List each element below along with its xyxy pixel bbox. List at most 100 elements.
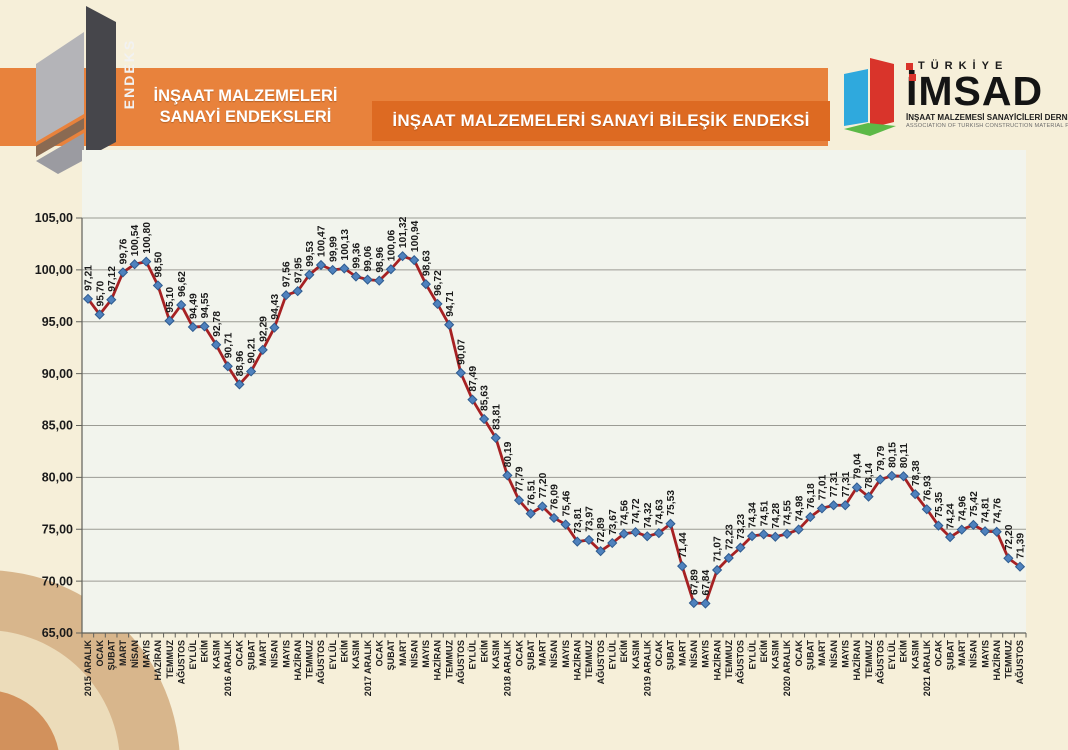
svg-text:TEMMUZ: TEMMUZ xyxy=(165,640,175,679)
svg-text:AĞUSTOS: AĞUSTOS xyxy=(315,640,326,684)
svg-text:100,47: 100,47 xyxy=(317,225,328,257)
svg-text:96,72: 96,72 xyxy=(433,270,444,296)
svg-text:94,49: 94,49 xyxy=(188,293,199,319)
svg-text:EYLÜL: EYLÜL xyxy=(607,640,617,670)
svg-text:77,01: 77,01 xyxy=(818,474,829,500)
svg-text:EYLÜL: EYLÜL xyxy=(188,640,198,670)
svg-text:90,21: 90,21 xyxy=(247,337,258,363)
imsad-country-line: TÜRKİYE xyxy=(906,60,1066,72)
svg-text:97,95: 97,95 xyxy=(293,257,304,283)
svg-text:72,89: 72,89 xyxy=(596,517,607,543)
svg-text:78,38: 78,38 xyxy=(911,460,922,486)
svg-text:OCAK: OCAK xyxy=(934,640,944,667)
band-title-line1: İNŞAAT MALZEMELERİ xyxy=(153,86,338,105)
imsad-org-line2: ASSOCIATION OF TURKISH CONSTRUCTION MATE… xyxy=(906,122,1068,129)
svg-text:OCAK: OCAK xyxy=(514,640,524,667)
svg-text:NİSAN: NİSAN xyxy=(270,640,280,668)
svg-text:HAZİRAN: HAZİRAN xyxy=(153,640,163,681)
svg-text:88,96: 88,96 xyxy=(235,350,246,376)
svg-text:KASIM: KASIM xyxy=(631,640,641,669)
svg-text:74,56: 74,56 xyxy=(620,500,631,526)
band-title-line2: SANAYİ ENDEKSLERİ xyxy=(159,108,332,126)
svg-text:HAZİRAN: HAZİRAN xyxy=(433,640,443,681)
svg-text:EYLÜL: EYLÜL xyxy=(887,640,897,670)
svg-text:2020 ARALIK: 2020 ARALIK xyxy=(782,640,792,697)
imsad-text-block: TÜRKİYE İMSAD İNŞAAT MALZEMESİ SANAYİCİL… xyxy=(906,60,1068,154)
endeks-logo-icon xyxy=(36,6,116,174)
svg-text:MART: MART xyxy=(538,640,548,666)
svg-text:79,79: 79,79 xyxy=(876,446,887,472)
svg-text:77,20: 77,20 xyxy=(538,472,549,498)
corner-decoration-icon xyxy=(0,570,180,750)
svg-text:100,00: 100,00 xyxy=(35,263,73,277)
svg-text:76,18: 76,18 xyxy=(806,483,817,509)
svg-text:65,00: 65,00 xyxy=(42,626,73,640)
svg-text:KASIM: KASIM xyxy=(491,640,501,669)
svg-text:76,51: 76,51 xyxy=(526,480,537,506)
svg-text:92,29: 92,29 xyxy=(258,316,269,342)
svg-text:HAZİRAN: HAZİRAN xyxy=(852,640,862,681)
svg-text:74,72: 74,72 xyxy=(631,498,642,524)
svg-text:2018 ARALIK: 2018 ARALIK xyxy=(503,640,513,697)
svg-text:KASIM: KASIM xyxy=(771,640,781,669)
svg-text:100,13: 100,13 xyxy=(340,229,351,261)
svg-text:HAZİRAN: HAZİRAN xyxy=(712,640,722,681)
svg-text:EKİM: EKİM xyxy=(479,640,489,663)
svg-text:2016 ARALIK: 2016 ARALIK xyxy=(223,640,233,697)
svg-text:74,24: 74,24 xyxy=(946,503,957,529)
svg-text:67,89: 67,89 xyxy=(689,569,700,595)
svg-text:KASIM: KASIM xyxy=(351,640,361,669)
svg-text:ŞUBAT: ŞUBAT xyxy=(806,640,816,671)
svg-text:85,63: 85,63 xyxy=(480,385,491,411)
svg-text:KASIM: KASIM xyxy=(910,640,920,669)
svg-text:97,21: 97,21 xyxy=(84,265,95,291)
svg-text:TEMMUZ: TEMMUZ xyxy=(724,640,734,679)
svg-text:MART: MART xyxy=(677,640,687,666)
svg-text:75,53: 75,53 xyxy=(666,490,677,516)
svg-text:96,62: 96,62 xyxy=(177,271,188,297)
svg-text:ŞUBAT: ŞUBAT xyxy=(666,640,676,671)
svg-text:67,84: 67,84 xyxy=(701,569,712,595)
svg-text:98,50: 98,50 xyxy=(154,251,165,277)
svg-text:77,79: 77,79 xyxy=(515,466,526,492)
svg-text:AĞUSTOS: AĞUSTOS xyxy=(874,640,885,684)
svg-text:ŞUBAT: ŞUBAT xyxy=(526,640,536,671)
svg-text:MART: MART xyxy=(258,640,268,666)
imsad-country-text: TÜRKİYE xyxy=(918,60,1009,72)
svg-text:74,28: 74,28 xyxy=(771,503,782,529)
svg-text:MART: MART xyxy=(957,640,967,666)
endeks-logo: ENDEKS xyxy=(28,2,137,180)
svg-text:AĞUSTOS: AĞUSTOS xyxy=(1014,640,1025,684)
svg-text:80,15: 80,15 xyxy=(887,442,898,468)
svg-text:NİSAN: NİSAN xyxy=(829,640,839,668)
imsad-org-line1: İNŞAAT MALZEMESİ SANAYİCİLERİ DERNEĞİ xyxy=(906,112,1068,122)
svg-text:74,32: 74,32 xyxy=(643,502,654,528)
svg-text:OCAK: OCAK xyxy=(95,640,105,667)
svg-text:74,63: 74,63 xyxy=(654,499,665,525)
svg-text:74,81: 74,81 xyxy=(981,497,992,523)
svg-text:TEMMUZ: TEMMUZ xyxy=(1004,640,1014,679)
svg-text:83,81: 83,81 xyxy=(491,404,502,430)
svg-text:74,76: 74,76 xyxy=(992,498,1003,524)
svg-text:78,14: 78,14 xyxy=(864,463,875,489)
svg-text:85,00: 85,00 xyxy=(42,419,73,433)
svg-text:MAYIS: MAYIS xyxy=(980,640,990,668)
svg-text:100,94: 100,94 xyxy=(410,220,421,252)
svg-text:100,06: 100,06 xyxy=(387,229,398,261)
svg-text:71,07: 71,07 xyxy=(713,536,724,562)
svg-text:75,42: 75,42 xyxy=(969,491,980,517)
svg-text:TEMMUZ: TEMMUZ xyxy=(584,640,594,679)
svg-text:MAYIS: MAYIS xyxy=(561,640,571,668)
svg-text:99,99: 99,99 xyxy=(328,236,339,262)
svg-text:HAZİRAN: HAZİRAN xyxy=(992,640,1002,681)
svg-text:MART: MART xyxy=(398,640,408,666)
svg-text:OCAK: OCAK xyxy=(794,640,804,667)
svg-text:NİSAN: NİSAN xyxy=(689,640,699,668)
svg-text:98,96: 98,96 xyxy=(375,247,386,273)
svg-text:99,76: 99,76 xyxy=(119,238,130,264)
svg-text:HAZİRAN: HAZİRAN xyxy=(573,640,583,681)
svg-text:MAYIS: MAYIS xyxy=(840,640,850,668)
svg-text:74,96: 74,96 xyxy=(957,496,968,522)
svg-text:73,97: 73,97 xyxy=(585,506,596,532)
svg-text:77,31: 77,31 xyxy=(829,471,840,497)
